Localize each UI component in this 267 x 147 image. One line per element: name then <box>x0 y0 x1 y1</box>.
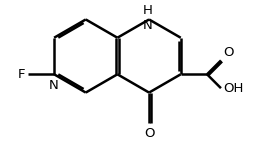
Text: O: O <box>144 127 154 140</box>
Text: OH: OH <box>223 82 243 95</box>
Text: F: F <box>17 68 25 81</box>
Text: H: H <box>142 4 152 16</box>
Text: N: N <box>49 79 59 92</box>
Text: O: O <box>223 46 233 59</box>
Text: N: N <box>142 19 152 32</box>
